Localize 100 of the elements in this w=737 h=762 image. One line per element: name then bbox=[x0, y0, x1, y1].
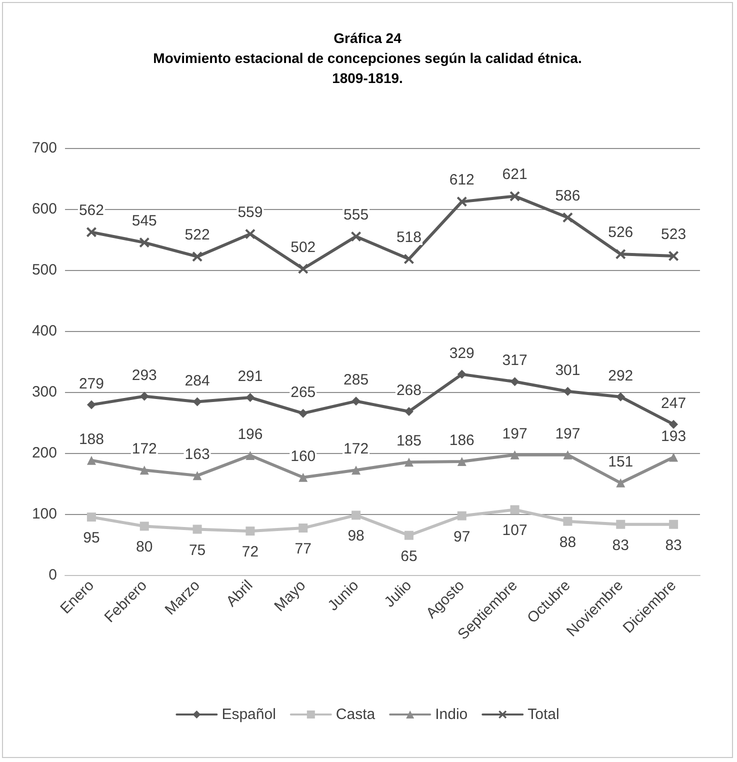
y-tick-label: 200 bbox=[32, 444, 57, 462]
point bbox=[245, 229, 256, 240]
point bbox=[616, 520, 626, 529]
data-label: 197 bbox=[502, 425, 528, 442]
point bbox=[510, 450, 520, 460]
point bbox=[563, 386, 572, 396]
data-label: 188 bbox=[78, 430, 104, 448]
data-label: 285 bbox=[344, 372, 369, 389]
point bbox=[298, 264, 308, 274]
point bbox=[352, 510, 361, 520]
data-label: 292 bbox=[608, 367, 634, 384]
data-label: 185 bbox=[396, 432, 422, 450]
point bbox=[246, 392, 255, 402]
point bbox=[668, 250, 679, 261]
y-tick-label: 500 bbox=[32, 262, 57, 278]
point bbox=[457, 511, 466, 520]
data-label: 80 bbox=[136, 538, 153, 556]
data-label: 193 bbox=[661, 428, 686, 445]
point bbox=[192, 524, 202, 534]
data-label: 621 bbox=[502, 166, 528, 184]
data-label: 88 bbox=[559, 534, 576, 551]
point bbox=[139, 238, 150, 248]
data-label: 522 bbox=[184, 226, 210, 244]
data-label: 268 bbox=[396, 382, 422, 400]
data-label: 95 bbox=[83, 530, 100, 547]
point bbox=[510, 191, 520, 202]
point bbox=[404, 407, 414, 416]
data-label: 77 bbox=[294, 540, 312, 558]
data-label: 284 bbox=[184, 372, 210, 390]
data-label: 545 bbox=[132, 212, 157, 230]
point bbox=[352, 466, 361, 475]
y-tick-label: 300 bbox=[32, 384, 57, 400]
data-label: 329 bbox=[449, 344, 474, 362]
point bbox=[457, 370, 466, 379]
point bbox=[510, 505, 520, 514]
data-label: 186 bbox=[449, 432, 474, 450]
data-label: 98 bbox=[348, 528, 364, 545]
point bbox=[140, 522, 149, 531]
point bbox=[351, 231, 362, 242]
data-label: 559 bbox=[238, 204, 263, 222]
point bbox=[86, 456, 96, 465]
point bbox=[404, 458, 414, 467]
data-label: 163 bbox=[184, 446, 210, 464]
data-label: 317 bbox=[502, 352, 528, 370]
point bbox=[298, 472, 308, 482]
point bbox=[404, 530, 414, 540]
data-label: 301 bbox=[555, 362, 580, 379]
data-label: 526 bbox=[608, 224, 634, 242]
data-label: 83 bbox=[665, 536, 682, 554]
point bbox=[616, 249, 626, 260]
point bbox=[510, 377, 520, 386]
data-label: 65 bbox=[400, 548, 418, 565]
point bbox=[86, 512, 96, 522]
legend-label: Casta bbox=[336, 706, 376, 723]
y-tick-label: 600 bbox=[32, 200, 57, 218]
point bbox=[246, 450, 255, 460]
point bbox=[86, 227, 96, 238]
point bbox=[562, 212, 573, 223]
data-label: 172 bbox=[132, 440, 157, 458]
point bbox=[669, 520, 678, 529]
data-label: 291 bbox=[238, 368, 263, 385]
point bbox=[298, 524, 308, 533]
data-label: 293 bbox=[132, 366, 157, 384]
point bbox=[192, 252, 202, 262]
point bbox=[669, 420, 678, 429]
y-tick-label: 100 bbox=[32, 506, 57, 522]
data-label: 279 bbox=[78, 375, 104, 392]
data-label: 562 bbox=[78, 202, 104, 220]
point bbox=[298, 408, 308, 418]
data-label: 75 bbox=[188, 542, 206, 559]
point bbox=[616, 478, 626, 488]
data-label: 172 bbox=[344, 440, 369, 458]
x-tick-label: Julio bbox=[381, 576, 415, 611]
y-tick-label: 0 bbox=[48, 566, 57, 584]
point bbox=[563, 450, 572, 460]
point bbox=[563, 516, 572, 526]
point bbox=[457, 457, 466, 466]
data-label: 502 bbox=[290, 238, 316, 256]
data-label: 107 bbox=[502, 522, 528, 540]
point bbox=[246, 526, 255, 536]
data-label: 72 bbox=[242, 544, 259, 561]
point bbox=[192, 471, 202, 480]
data-label: 612 bbox=[449, 172, 474, 189]
data-label: 151 bbox=[608, 453, 634, 470]
data-label: 197 bbox=[555, 425, 580, 442]
point bbox=[616, 392, 626, 402]
data-label: 160 bbox=[290, 448, 316, 465]
data-label: 196 bbox=[238, 426, 263, 443]
data-label: 247 bbox=[661, 394, 686, 412]
point bbox=[86, 400, 96, 410]
data-label: 265 bbox=[290, 384, 316, 401]
point bbox=[456, 196, 467, 207]
data-label: 83 bbox=[612, 536, 629, 554]
chart-title: Gráfica 24 Movimiento estacional de concepciones según la calidad étnica. 1809-1819. bbox=[153, 30, 582, 86]
point bbox=[669, 452, 678, 462]
y-tick-label: 400 bbox=[32, 322, 57, 340]
data-label: 518 bbox=[396, 229, 422, 246]
data-label: 523 bbox=[661, 226, 686, 243]
data-label: 586 bbox=[555, 188, 580, 205]
point bbox=[140, 392, 149, 401]
